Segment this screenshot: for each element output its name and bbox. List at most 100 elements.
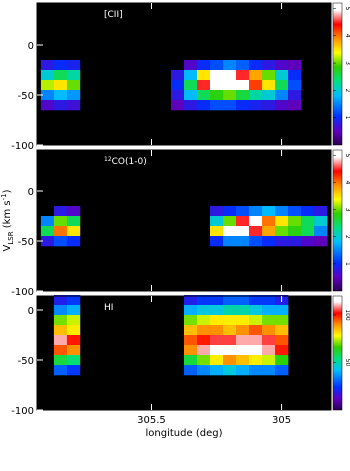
heat-cell	[53, 345, 68, 356]
heat-cell	[262, 236, 276, 247]
heat-cell	[262, 335, 276, 346]
y-tick-label: 0	[28, 187, 34, 198]
heat-cell	[275, 100, 289, 111]
heat-cell	[275, 315, 289, 326]
heat-cell	[53, 100, 68, 111]
heat-cell	[236, 90, 250, 101]
heat-cell	[53, 335, 68, 346]
heat-cell	[314, 216, 328, 227]
heat-cell	[314, 226, 328, 237]
heat-cell	[236, 295, 250, 306]
heat-cell	[210, 345, 224, 356]
heat-cell	[249, 325, 263, 336]
heat-cell	[262, 60, 276, 71]
heat-cell	[53, 305, 68, 316]
heat-cell	[301, 206, 315, 217]
heat-cell	[66, 80, 81, 91]
heat-cell	[223, 100, 237, 111]
heat-cell	[262, 80, 276, 91]
heat-cell	[40, 236, 55, 247]
colorbar-tick-label: 1	[344, 116, 350, 120]
heat-cell	[66, 236, 81, 247]
heat-cell	[66, 216, 81, 227]
heat-cell	[53, 90, 68, 101]
x-tick-label: 305.5	[137, 415, 166, 426]
heat-cell	[197, 355, 211, 366]
plot-frame	[36, 295, 332, 411]
colorbar-tick-label: 2	[344, 88, 350, 92]
heat-cell	[66, 206, 81, 217]
heat-cell	[249, 60, 263, 71]
heat-cell	[288, 206, 302, 217]
heat-cell	[66, 355, 81, 366]
heat-cell	[275, 70, 289, 81]
heat-cell	[275, 355, 289, 366]
heat-cell	[53, 315, 68, 326]
heat-cell	[236, 325, 250, 336]
heat-cell	[184, 295, 198, 306]
heat-cell	[210, 70, 224, 81]
heat-cell	[197, 315, 211, 326]
heat-cell	[210, 365, 224, 376]
heat-cell	[53, 60, 68, 71]
heat-cell	[184, 80, 198, 91]
heat-cell	[197, 295, 211, 306]
heat-cell	[249, 295, 263, 306]
heat-cell	[53, 206, 68, 217]
heat-cell	[249, 236, 263, 247]
heat-cell	[236, 70, 250, 81]
heat-cell	[197, 60, 211, 71]
colorbar	[332, 149, 343, 292]
heat-cell	[288, 236, 302, 247]
heat-cell	[249, 226, 263, 237]
heat-cell	[275, 365, 289, 376]
heat-cell	[236, 236, 250, 247]
heat-cell	[262, 355, 276, 366]
colorbar	[332, 2, 343, 146]
heat-cell	[184, 60, 198, 71]
heat-cell	[275, 345, 289, 356]
heat-cell	[262, 325, 276, 336]
heat-cell	[197, 80, 211, 91]
heat-cell	[262, 206, 276, 217]
heat-cell	[223, 216, 237, 227]
heat-cell	[210, 90, 224, 101]
heat-cell	[184, 305, 198, 316]
heat-cell	[184, 335, 198, 346]
heat-cell	[249, 90, 263, 101]
heat-cell	[53, 70, 68, 81]
heat-cell	[184, 365, 198, 376]
colorbar	[332, 295, 343, 411]
heat-cell	[223, 335, 237, 346]
heat-cell	[249, 216, 263, 227]
y-tick-label: -100	[11, 141, 34, 152]
colorbar-tick-label: 5	[344, 7, 350, 11]
heat-cell	[66, 70, 81, 81]
heat-cell	[236, 216, 250, 227]
heat-cell	[223, 70, 237, 81]
heat-cell	[275, 216, 289, 227]
heat-cell	[301, 226, 315, 237]
heat-cell	[223, 325, 237, 336]
y-tick-label: -100	[11, 287, 34, 298]
heat-cell	[249, 365, 263, 376]
heat-cell	[170, 100, 185, 111]
heat-cell	[301, 216, 315, 227]
heat-cell	[288, 216, 302, 227]
heat-cell	[184, 325, 198, 336]
heat-cell	[262, 345, 276, 356]
heat-cell	[197, 70, 211, 81]
heat-cell	[197, 345, 211, 356]
colorbar-tick-label: 4	[344, 181, 350, 185]
heat-cell	[262, 216, 276, 227]
colorbar-tick-label: 3	[344, 61, 350, 65]
y-tick-label: -50	[18, 237, 34, 248]
heat-cell	[53, 80, 68, 91]
y-label-sub: LSR	[7, 231, 15, 244]
y-tick-label: 0	[28, 306, 34, 317]
heat-cell	[210, 226, 224, 237]
heat-cell	[210, 236, 224, 247]
heat-cell	[66, 325, 81, 336]
heat-cell	[223, 305, 237, 316]
heat-cell	[170, 90, 185, 101]
